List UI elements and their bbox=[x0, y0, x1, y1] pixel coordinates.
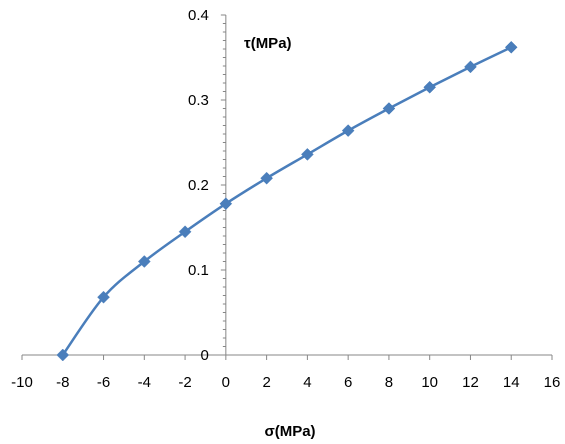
data-point-diamond bbox=[219, 197, 233, 211]
y-tick-label: 0.3 bbox=[188, 92, 209, 109]
ticks: -10 -8 -6 -4 -2 0 2 4 6 8 10 12 14 16 0 0.1 0.2 0.3 0.4 bbox=[11, 7, 560, 391]
y-tick-label: 0.4 bbox=[188, 7, 209, 24]
data-point-diamond bbox=[178, 225, 192, 239]
data-point-diamond bbox=[464, 60, 477, 74]
x-tick-label: 4 bbox=[303, 374, 311, 391]
y-axis-title: τ(MPa) bbox=[244, 35, 292, 52]
data-point-diamond bbox=[423, 80, 437, 94]
data-point-diamond bbox=[97, 290, 110, 304]
x-tick-label: -4 bbox=[138, 374, 151, 391]
data-point-diamond bbox=[301, 148, 314, 161]
data-point-diamond bbox=[56, 348, 70, 362]
series-line bbox=[61, 46, 512, 356]
data-point-diamond bbox=[504, 40, 518, 54]
x-tick-label: 16 bbox=[544, 374, 561, 391]
x-tick-label: -6 bbox=[97, 374, 110, 391]
x-tick-label: -10 bbox=[11, 374, 33, 391]
y-tick-label: 0 bbox=[201, 347, 209, 364]
x-axis-title: σ(MPa) bbox=[264, 423, 315, 440]
x-tick-label: 6 bbox=[344, 374, 352, 391]
data-point-diamond bbox=[341, 124, 355, 137]
series bbox=[56, 40, 518, 362]
x-tick-label: 10 bbox=[421, 374, 438, 391]
x-tick-label: 8 bbox=[385, 374, 393, 391]
x-tick-label: 14 bbox=[503, 374, 520, 391]
x-tick-label: 12 bbox=[462, 374, 479, 391]
data-point-diamond bbox=[260, 171, 273, 185]
x-tick-label: -8 bbox=[56, 374, 69, 391]
y-tick-label: 0.1 bbox=[188, 262, 209, 279]
x-tick-label: 0 bbox=[222, 374, 230, 391]
y-tick-label: 0.2 bbox=[188, 177, 209, 194]
data-point-diamond bbox=[137, 255, 151, 268]
data-point-diamond bbox=[382, 102, 396, 115]
x-tick-label: 2 bbox=[262, 374, 270, 391]
x-tick-label: -2 bbox=[178, 374, 191, 391]
